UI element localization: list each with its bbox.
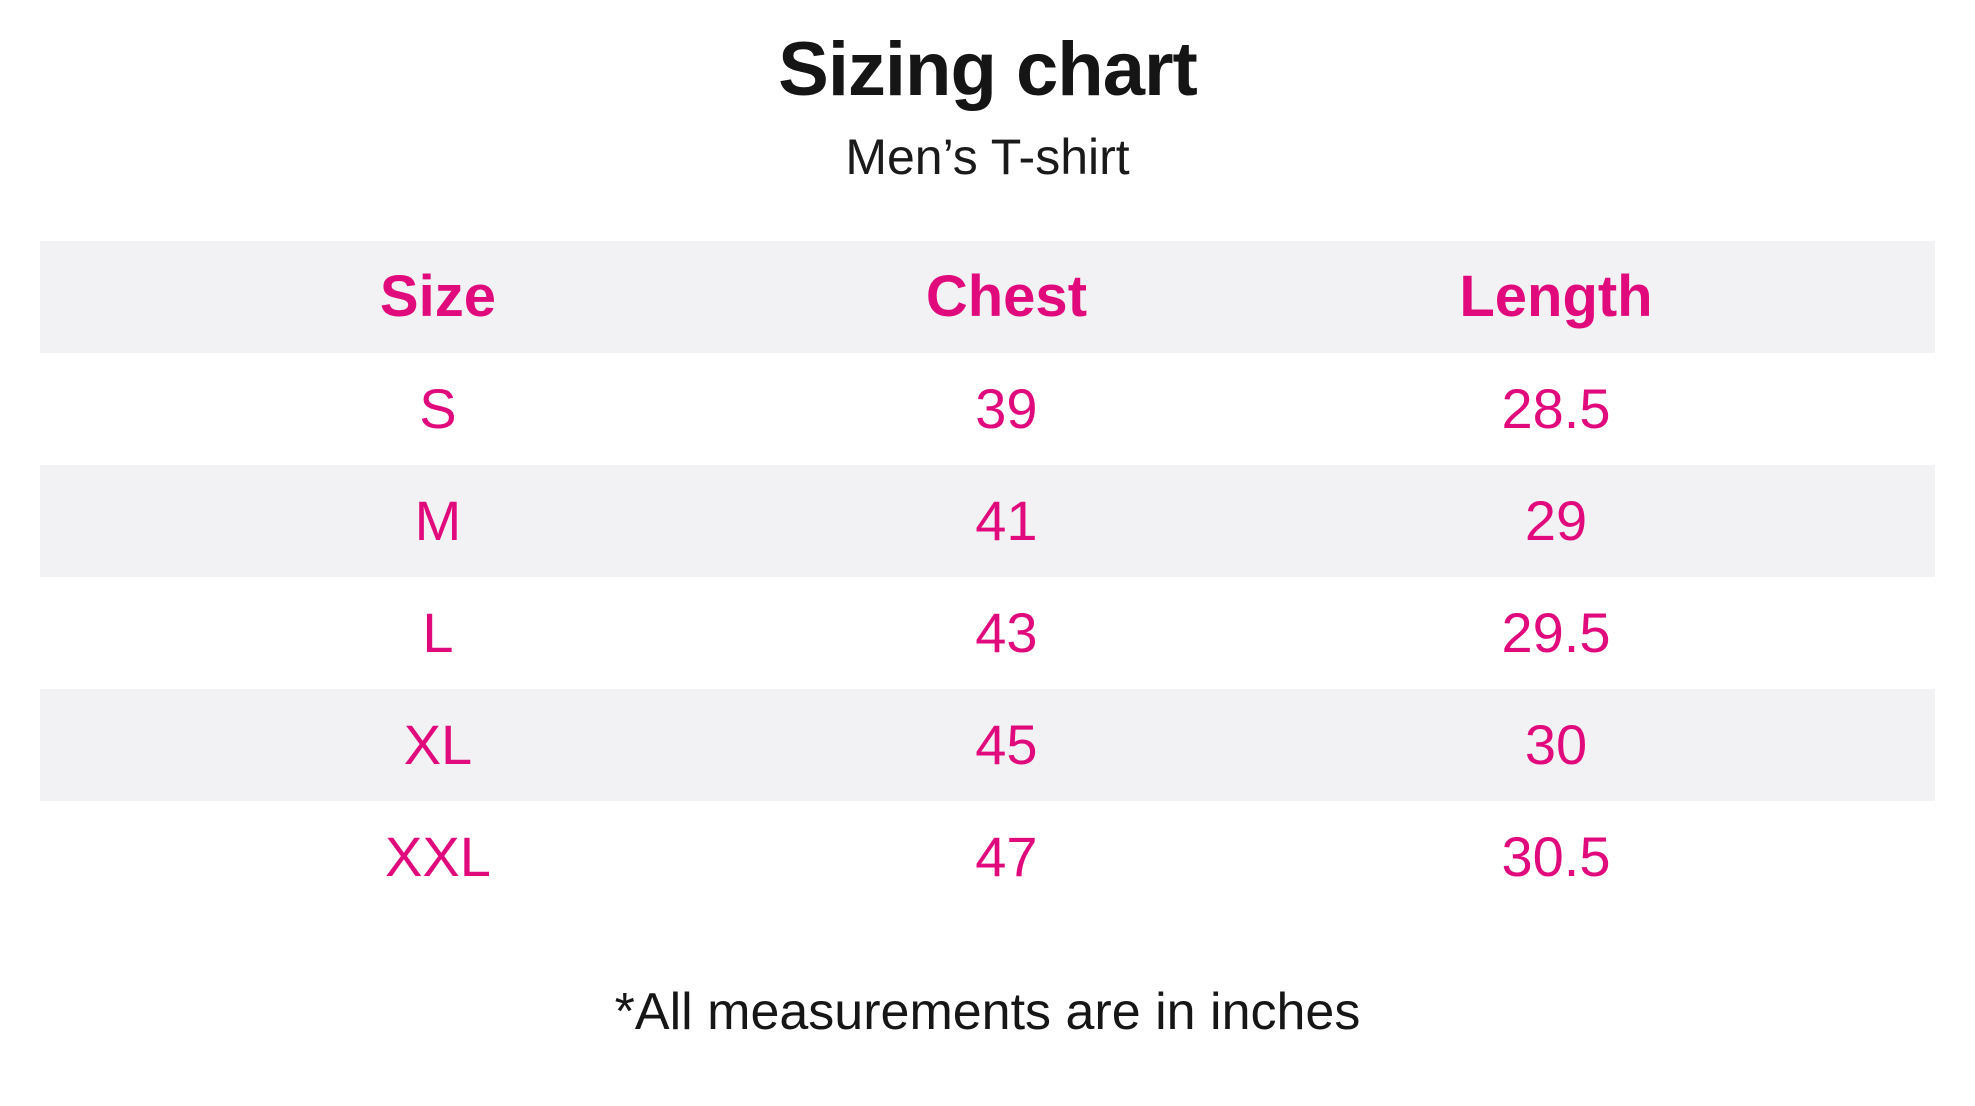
measurements-footnote: *All measurements are in inches bbox=[614, 983, 1361, 1041]
length-cell: 29.5 bbox=[1501, 601, 1611, 664]
size-cell: L bbox=[422, 601, 454, 664]
column-header-size: Size bbox=[379, 264, 496, 329]
table-row: XXL 47 30.5 bbox=[40, 801, 1935, 913]
chest-cell: 39 bbox=[975, 377, 1038, 440]
chest-cell: 47 bbox=[975, 825, 1038, 888]
table-row: XL 45 30 bbox=[40, 689, 1935, 801]
table-row: M 41 29 bbox=[40, 465, 1935, 577]
size-cell: XXL bbox=[385, 825, 491, 888]
chest-cell: 43 bbox=[975, 601, 1038, 664]
sizing-table: Size Chest Length S 39 28.5 M 41 29 L 43 29.5 XL 4… bbox=[40, 241, 1935, 913]
chest-cell: 45 bbox=[975, 713, 1038, 776]
size-cell: M bbox=[414, 489, 462, 552]
column-header-chest: Chest bbox=[925, 264, 1088, 329]
length-cell: 30.5 bbox=[1501, 825, 1611, 888]
table-row: S 39 28.5 bbox=[40, 353, 1935, 465]
length-cell: 28.5 bbox=[1501, 377, 1611, 440]
table-header-row: Size Chest Length bbox=[40, 241, 1935, 353]
length-cell: 30 bbox=[1524, 713, 1588, 776]
size-cell: XL bbox=[403, 713, 473, 776]
column-header-length: Length bbox=[1459, 264, 1653, 329]
size-cell: S bbox=[419, 377, 457, 440]
chest-cell: 41 bbox=[975, 489, 1038, 552]
page-title: Sizing chart bbox=[778, 27, 1198, 112]
length-cell: 29 bbox=[1524, 489, 1588, 552]
table-row: L 43 29.5 bbox=[40, 577, 1935, 689]
page-subtitle: Men’s T-shirt bbox=[845, 129, 1130, 185]
